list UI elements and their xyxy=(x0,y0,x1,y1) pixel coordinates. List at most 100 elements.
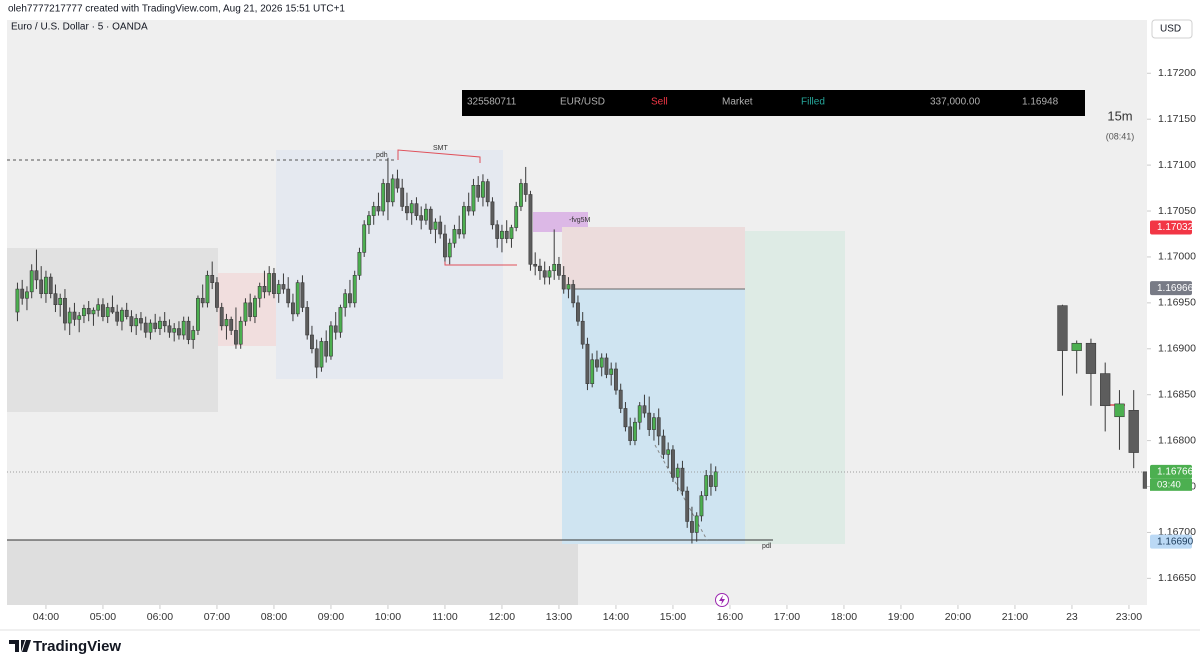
candle-body xyxy=(44,276,48,294)
candle-body xyxy=(357,252,362,276)
candle-body xyxy=(91,309,96,315)
candle-body xyxy=(481,181,485,198)
candle-body xyxy=(576,302,580,322)
y-tick-label: 1.16850 xyxy=(1158,388,1196,400)
candle-body xyxy=(519,183,523,207)
candle-body xyxy=(571,284,576,304)
countdown: 03:40 xyxy=(1157,479,1181,490)
candle-body xyxy=(120,309,124,322)
x-tick-label: 11:00 xyxy=(432,611,458,623)
candle-body xyxy=(276,284,281,294)
interval-countdown: (08:41) xyxy=(1106,131,1135,141)
candle-body xyxy=(63,297,67,324)
candle-body xyxy=(191,330,196,340)
candles xyxy=(15,157,1147,544)
y-tick-label: 1.17200 xyxy=(1158,67,1196,79)
y-tick-label: 1.16900 xyxy=(1158,343,1196,355)
x-tick-label: 15:00 xyxy=(660,611,686,623)
candle-body xyxy=(1071,342,1082,351)
candle-body xyxy=(661,435,666,455)
candle-body xyxy=(53,293,58,305)
candle-body xyxy=(367,215,371,226)
annotation: -fvg5M xyxy=(569,217,591,224)
candle-body xyxy=(585,343,590,384)
candle-body xyxy=(186,320,191,340)
interval-label: 15m xyxy=(1107,108,1132,123)
candle-body xyxy=(509,227,514,239)
x-tick-label: 07:00 xyxy=(204,611,230,623)
candle-body xyxy=(409,203,414,214)
candle-body xyxy=(552,263,557,272)
stop-zone xyxy=(562,227,745,289)
byline: oleh7777217777 created with TradingView.… xyxy=(8,4,345,15)
price-tag xyxy=(1150,534,1192,549)
candle-body xyxy=(29,270,34,293)
price-tag-label: 1.16766 xyxy=(1157,466,1194,477)
x-tick-label: 14:00 xyxy=(603,611,629,623)
candle-body xyxy=(471,185,476,212)
candle-body xyxy=(580,320,585,345)
currency-box[interactable] xyxy=(1151,19,1193,39)
y-tick-label: 1.17050 xyxy=(1158,205,1196,217)
order-qty: 337,000.00 xyxy=(930,97,980,108)
candle-body xyxy=(713,471,718,487)
candle-body xyxy=(457,229,462,235)
candle-body xyxy=(172,328,177,333)
candle-body xyxy=(476,185,481,198)
candle-body xyxy=(1128,410,1139,453)
candle-body xyxy=(675,467,680,478)
candle-body xyxy=(300,282,305,308)
candle-body xyxy=(400,187,405,207)
candle-body xyxy=(462,206,466,235)
candle-body xyxy=(590,359,595,384)
candle-body xyxy=(96,304,101,311)
x-tick-label: 13:00 xyxy=(546,611,572,623)
candle-body xyxy=(614,368,618,391)
y-tick-label: 1.17150 xyxy=(1158,113,1196,125)
candle-body xyxy=(224,319,229,327)
candle-body xyxy=(414,203,419,216)
candle-body xyxy=(528,194,533,265)
candle-body xyxy=(381,183,386,212)
candle-body xyxy=(376,206,381,212)
candle-body xyxy=(485,181,490,203)
x-tick-label: 04:00 xyxy=(33,611,59,623)
candle-body xyxy=(262,286,267,293)
candle-body xyxy=(1057,305,1068,351)
candle-body xyxy=(329,325,333,357)
candle-body xyxy=(362,224,367,253)
smt-line xyxy=(397,149,481,163)
logo-mark xyxy=(9,640,25,652)
price-tag xyxy=(1150,464,1192,479)
candle-body xyxy=(690,521,694,533)
order-price: 1.16948 xyxy=(1022,97,1059,108)
order-id: 325580711 xyxy=(467,97,517,108)
candle-body xyxy=(110,307,115,313)
candle-body xyxy=(628,426,633,441)
candle-body xyxy=(281,284,286,290)
candle-body xyxy=(348,293,352,304)
candle-body xyxy=(39,279,44,294)
candle-body xyxy=(167,325,172,333)
order-row[interactable] xyxy=(462,90,1085,116)
order-status: Filled xyxy=(801,97,825,108)
candle-body xyxy=(134,318,139,327)
y-tick-label: 1.16950 xyxy=(1158,297,1196,309)
candle-body xyxy=(390,178,395,203)
candle-body xyxy=(253,297,257,317)
candle-body xyxy=(34,270,39,281)
candle-body xyxy=(405,206,409,214)
candle-body xyxy=(115,311,120,322)
candle-body xyxy=(447,242,452,258)
candle-body xyxy=(433,221,438,230)
candle-body xyxy=(219,307,224,327)
countdown-tag xyxy=(1150,478,1192,491)
x-tick-label: 18:00 xyxy=(831,611,857,623)
x-tick-label: 08:00 xyxy=(261,611,287,623)
price-tag xyxy=(1150,281,1192,296)
candle-body xyxy=(352,275,357,304)
candle-body xyxy=(671,449,675,478)
candle-body xyxy=(604,357,609,375)
x-tick-label: 16:00 xyxy=(717,611,743,623)
